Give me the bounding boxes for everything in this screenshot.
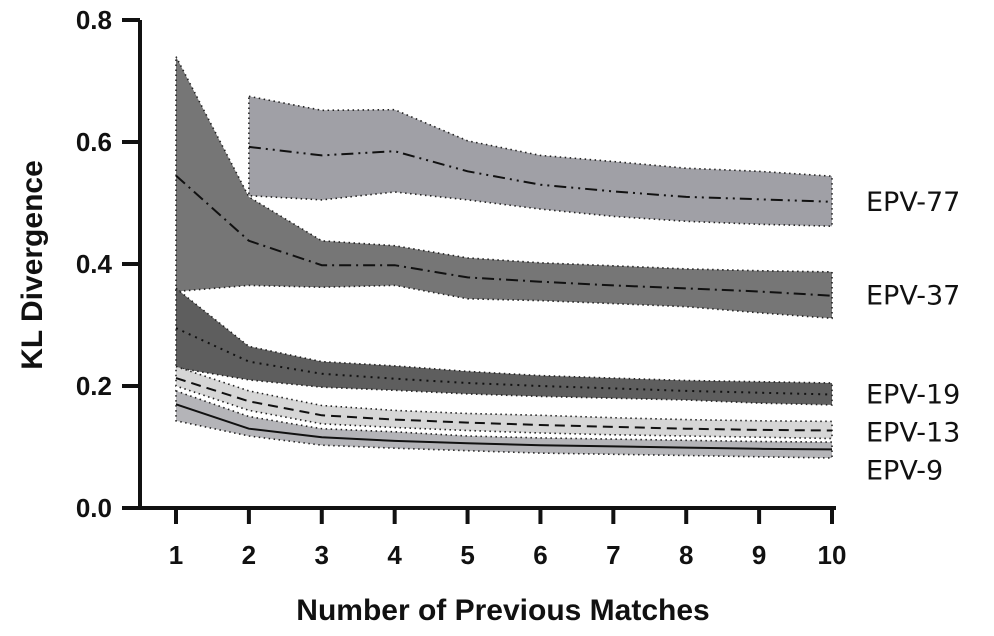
series-label-epv-9: EPV-9: [866, 456, 943, 487]
x-tick-label: 1: [169, 540, 183, 570]
x-tick-label: 4: [387, 540, 402, 570]
x-tick-label: 10: [818, 540, 847, 570]
x-tick-label: 6: [533, 540, 547, 570]
x-axis-title: Number of Previous Matches: [296, 594, 709, 627]
x-tick-label: 9: [752, 540, 766, 570]
y-ticks: 0.0 0.2 0.4 0.6 0.8: [76, 5, 140, 523]
series-label-epv-13: EPV-13: [866, 418, 960, 449]
series-label-epv-37: EPV-37: [866, 281, 960, 312]
y-tick-label: 0.2: [76, 371, 112, 401]
x-tick-label: 3: [315, 540, 329, 570]
x-tick-label: 5: [460, 540, 474, 570]
y-tick-label: 0.6: [76, 127, 112, 157]
y-tick-label: 0.4: [76, 249, 113, 279]
x-tick-label: 2: [242, 540, 256, 570]
confidence-bands: [176, 57, 832, 458]
band-epv-77: [249, 96, 832, 226]
x-ticks: 1 2 3 4 5 6 7 8 9 10: [169, 508, 847, 570]
y-axis-title: KL Divergence: [16, 160, 49, 370]
x-tick-label: 8: [679, 540, 693, 570]
y-tick-label: 0.8: [76, 5, 112, 35]
series-label-epv-19: EPV-19: [866, 380, 960, 411]
series-label-epv-77: EPV-77: [866, 187, 960, 218]
y-tick-label: 0.0: [76, 493, 112, 523]
series-labels: EPV-77 EPV-37 EPV-19 EPV-13 EPV-9: [866, 187, 960, 487]
x-tick-label: 7: [606, 540, 620, 570]
